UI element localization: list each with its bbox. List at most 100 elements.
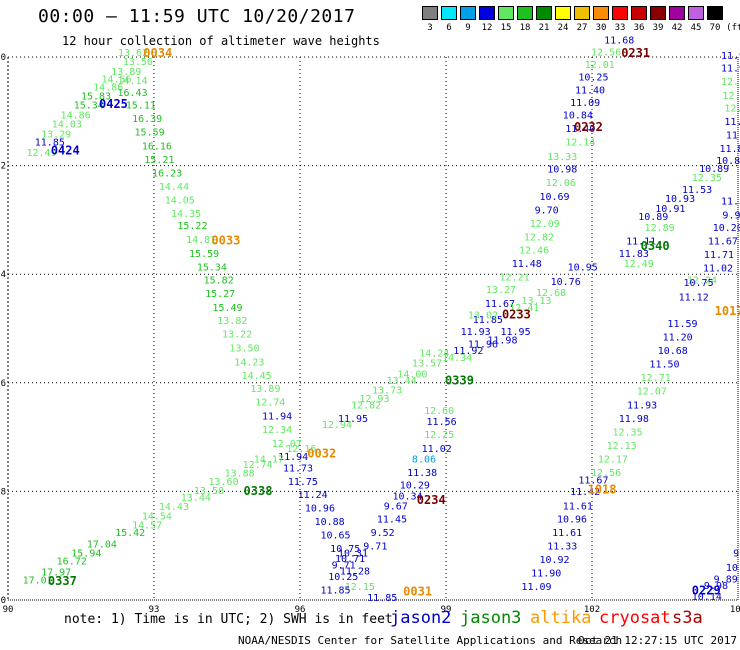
- wave-height-value: 11.09: [521, 582, 551, 593]
- x-tick-label: 93: [149, 605, 160, 615]
- wave-height-value: 10.65: [320, 531, 350, 542]
- wave-height-value: 13.56: [123, 57, 153, 68]
- wave-height-value: 12.94: [322, 420, 352, 431]
- wave-height-value: 10.95: [568, 262, 598, 273]
- wave-height-value: 12.46: [519, 246, 549, 257]
- wave-height-value: 15.59: [189, 249, 219, 260]
- wave-height-value: 12.56: [591, 47, 621, 58]
- wave-height-value: 11.38: [407, 468, 437, 479]
- footer-note: note: 1) Time is in UTC; 2) SWH is in fe…: [64, 612, 393, 627]
- y-tick-label: -56: [0, 379, 6, 389]
- wave-height-value: 11.56: [427, 417, 457, 428]
- wave-height-value: 13.88: [225, 469, 255, 480]
- wave-height-value: 10.89: [699, 164, 729, 175]
- wave-height-value: 12.09: [530, 219, 560, 230]
- scale-swatch: [669, 6, 685, 20]
- wave-height-value: 11.92: [721, 64, 740, 75]
- wave-height-value: 9.67: [384, 501, 408, 512]
- wave-height-value: 9.70: [535, 205, 559, 216]
- wave-height-value: 11.85: [320, 585, 350, 596]
- wave-height-value: 12.35: [692, 173, 722, 184]
- wave-height-value: 9.71: [332, 561, 356, 572]
- wave-height-value: 12.82: [351, 400, 381, 411]
- wave-height-value: 10.34: [392, 492, 422, 503]
- scale-swatch: [498, 6, 514, 20]
- wave-height-value: 13.57: [412, 359, 442, 370]
- wave-height-value: 12.16: [286, 444, 316, 455]
- wave-height-value: 13.22: [222, 330, 252, 341]
- footer: note: 1) Time is in UTC; 2) SWH is in fe…: [0, 608, 740, 650]
- wave-height-value: 12.17: [598, 455, 628, 466]
- wave-height-value: 12.06: [546, 178, 576, 189]
- scale-label: 70: [709, 23, 721, 33]
- wave-height-value: 11.71: [704, 250, 734, 261]
- wave-height-value: 10.25: [328, 572, 358, 583]
- wave-height-value: 14.23: [234, 357, 264, 368]
- wave-height-value: 12.74: [243, 460, 273, 471]
- scale-label: 9: [465, 23, 471, 33]
- scale-swatch: [517, 6, 533, 20]
- pass-label: 0425: [99, 97, 128, 111]
- wave-height-value: 15.27: [205, 289, 235, 300]
- wave-height-value: 12.07: [637, 387, 667, 398]
- x-tick-label: 105: [730, 605, 740, 615]
- wave-height-value: 12.89: [645, 223, 675, 234]
- wave-height-value: 10.29: [400, 481, 430, 492]
- wave-height-value: 12.15: [345, 582, 375, 593]
- wave-height-value: 12.60: [424, 406, 454, 417]
- wave-height-value: 10.31: [338, 549, 368, 560]
- scale-swatch: [707, 6, 723, 20]
- generated-timestamp: Oct 21 12:27:15 UTC 2017: [578, 634, 737, 647]
- wave-height-value: 11.90: [531, 569, 561, 580]
- wave-height-value: 11.85: [367, 593, 397, 604]
- wave-height-value: 11.99: [721, 51, 740, 62]
- wave-height-value: 15.34: [74, 101, 104, 112]
- pass-label: 0339: [445, 373, 474, 387]
- pass-label: 0338: [244, 484, 273, 498]
- wave-height-value: 14.17: [254, 455, 284, 466]
- scale-swatch: [650, 6, 666, 20]
- wave-height-value: 11.94: [262, 412, 292, 423]
- wave-height-value: 12.56: [591, 468, 621, 479]
- pass-label: 0337: [48, 574, 77, 588]
- wave-height-value: 12.07: [272, 439, 302, 450]
- wave-height-value: 17.04: [87, 539, 117, 550]
- wave-height-value: 14.43: [159, 502, 189, 513]
- scale-swatch: [574, 6, 590, 20]
- wave-height-value: 16.39: [132, 114, 162, 125]
- wave-height-value: 11.20: [663, 332, 693, 343]
- wave-height-value: 13.89: [111, 67, 141, 78]
- pass-label: 0033: [211, 233, 240, 247]
- wave-height-value: 10.89: [638, 212, 668, 223]
- wave-height-value: 11.33: [547, 542, 577, 553]
- wave-height-value: 13.13: [521, 296, 551, 307]
- wave-height-value: 13.33: [547, 152, 577, 163]
- wave-height-value: 12.74: [255, 398, 285, 409]
- wave-height-value: 15.11: [126, 101, 156, 112]
- wave-height-value: 11.42: [570, 487, 600, 498]
- scale-swatch: [441, 6, 457, 20]
- wave-height-value: 11.28: [340, 566, 370, 577]
- wave-height-value: 9.89: [714, 575, 738, 586]
- x-tick-label: 90: [3, 605, 14, 615]
- wave-height-value: 10.76: [551, 277, 581, 288]
- wave-height-value: 15.49: [212, 303, 242, 314]
- scale-unit: (ft): [726, 23, 740, 33]
- legend-altika: altika: [530, 608, 592, 628]
- wave-height-value: 11.98: [487, 336, 517, 347]
- wave-height-value: 11.57: [721, 197, 740, 208]
- wave-height-value: 12.34: [262, 425, 292, 436]
- scale-label: 6: [446, 23, 452, 33]
- wave-height-value: 8.06: [412, 455, 436, 466]
- wave-height-value: 11.61: [552, 528, 582, 539]
- wave-height-value: 14.05: [165, 196, 195, 207]
- legend-jason2: jason2: [390, 608, 452, 628]
- legend-jason3: jason3: [460, 608, 522, 628]
- x-tick-label: 102: [584, 605, 600, 615]
- wave-height-value: 10.71: [335, 554, 365, 565]
- wave-height-value: 10.68: [658, 346, 688, 357]
- legend-cryosat: cryosat: [599, 608, 671, 628]
- wave-height-value: 16.72: [57, 557, 87, 568]
- wave-height-value: 11.96: [468, 340, 498, 351]
